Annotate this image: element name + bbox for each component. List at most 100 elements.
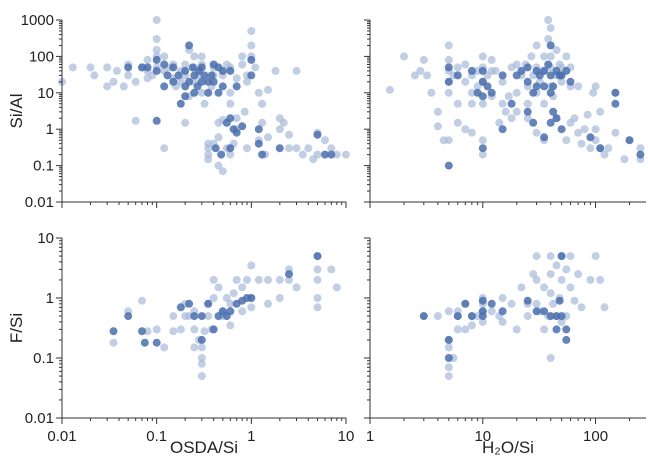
data-point — [152, 35, 161, 43]
data-point — [243, 275, 251, 284]
data-point — [285, 130, 293, 139]
data-point — [574, 82, 583, 91]
data-point — [591, 252, 600, 261]
data-point — [557, 312, 566, 321]
data-point — [321, 136, 329, 145]
data-point — [498, 307, 507, 316]
data-point — [532, 252, 541, 261]
data-point — [574, 270, 583, 279]
data-point — [444, 335, 453, 344]
data-point — [546, 52, 555, 61]
data-point — [152, 16, 161, 24]
data-point — [86, 63, 95, 72]
data-point — [169, 77, 178, 86]
y-tick-label: 1000 — [21, 12, 54, 29]
data-point — [487, 66, 496, 75]
data-point — [185, 299, 194, 308]
data-point — [188, 63, 197, 72]
data-point — [143, 55, 152, 64]
data-point — [218, 82, 227, 91]
data-point — [467, 88, 476, 97]
data-point — [313, 294, 322, 302]
y-tick-label: 0.01 — [25, 194, 54, 211]
data-point — [204, 88, 213, 97]
data-point — [583, 110, 592, 119]
data-point — [109, 327, 118, 336]
data-point — [444, 161, 453, 170]
data-point — [552, 46, 561, 54]
data-point — [444, 307, 453, 316]
data-point — [232, 114, 241, 123]
data-point — [611, 128, 620, 137]
data-point — [181, 60, 190, 69]
data-point — [523, 107, 532, 116]
data-point — [478, 307, 487, 316]
data-point — [214, 88, 223, 97]
data-point — [453, 312, 462, 321]
data-point — [152, 116, 161, 125]
data-point — [532, 299, 541, 308]
data-point — [544, 60, 553, 69]
data-point — [625, 136, 634, 145]
data-point — [523, 114, 532, 123]
data-point — [529, 118, 538, 127]
y-tick-label: 0.01 — [25, 410, 54, 427]
data-point — [254, 275, 263, 284]
panel-1: 0.01 0.1 1 10 100 1000 Si/Al — [7, 12, 350, 211]
data-point — [292, 283, 301, 292]
data-point — [197, 359, 206, 368]
data-point — [562, 52, 571, 61]
data-point — [271, 66, 280, 75]
data-point — [181, 312, 190, 321]
data-point — [453, 99, 462, 108]
data-point — [160, 52, 169, 61]
data-point — [226, 114, 235, 123]
data-point — [566, 252, 575, 261]
data-point — [444, 363, 453, 372]
x-axis-label: OSDA/Si — [170, 438, 238, 457]
data-point — [600, 150, 609, 159]
data-point — [523, 63, 532, 72]
data-point — [549, 107, 558, 116]
data-point — [209, 294, 218, 302]
data-point — [254, 88, 263, 97]
data-point — [517, 66, 526, 75]
data-point — [238, 307, 247, 316]
data-point — [549, 82, 558, 91]
data-point — [419, 312, 428, 321]
data-point — [238, 283, 247, 292]
data-point — [176, 303, 185, 312]
data-point — [200, 327, 209, 336]
data-point — [577, 303, 586, 312]
x-axis-label: H₂O/Si — [482, 438, 534, 457]
data-point — [546, 289, 555, 298]
data-point — [275, 294, 284, 302]
data-point — [185, 41, 194, 50]
data-point — [304, 144, 313, 153]
data-point — [200, 71, 209, 80]
data-point — [385, 85, 394, 94]
data-point — [586, 144, 595, 153]
y-tick-label: 0.1 — [33, 158, 54, 175]
data-point — [204, 312, 213, 321]
data-point — [498, 99, 507, 108]
data-point — [181, 92, 190, 101]
data-point — [562, 335, 571, 344]
data-point — [218, 167, 227, 176]
data-point — [562, 265, 571, 274]
data-point — [124, 312, 133, 321]
data-point — [498, 71, 507, 80]
data-point — [119, 82, 128, 91]
data-point — [589, 88, 598, 97]
data-point — [247, 55, 256, 64]
data-point — [523, 296, 532, 305]
data-point — [566, 77, 575, 86]
data-point — [532, 82, 541, 91]
data-point — [226, 144, 235, 153]
y-tick-label: 0.1 — [33, 350, 54, 367]
data-point — [461, 60, 470, 69]
data-point — [444, 77, 453, 86]
data-point — [461, 77, 470, 86]
data-point — [546, 88, 555, 97]
